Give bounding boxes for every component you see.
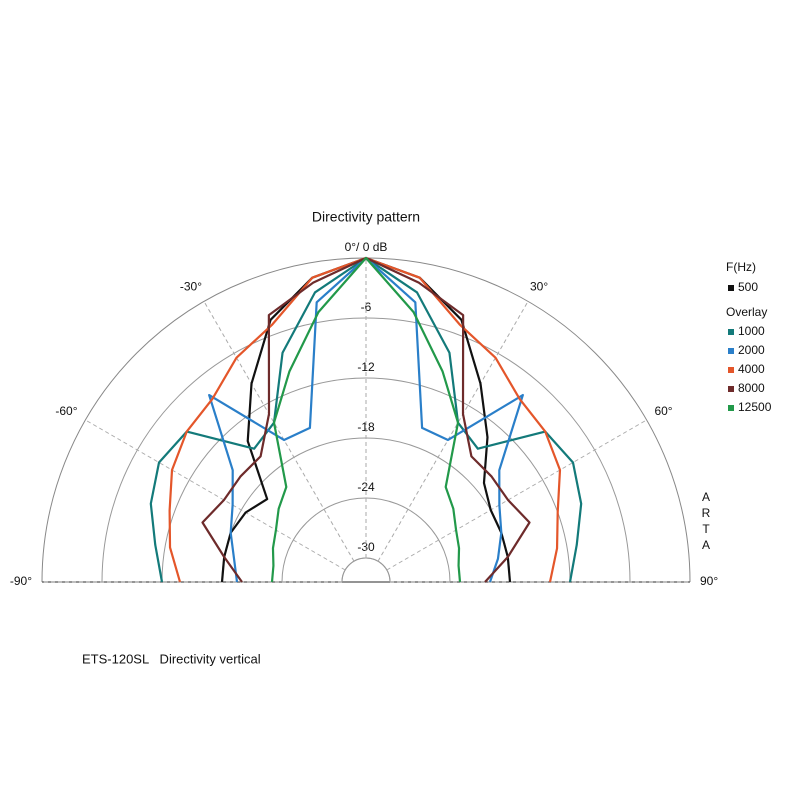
legend-swatch <box>728 405 734 411</box>
angle-tick-label: 30° <box>530 280 548 294</box>
side-label: A <box>702 538 710 552</box>
legend-label: 500 <box>738 280 758 294</box>
caption: ETS-120SL Directivity vertical <box>82 651 261 666</box>
side-label: T <box>702 522 710 536</box>
legend-label: 8000 <box>738 381 765 395</box>
angle-tick-label: 60° <box>654 404 672 418</box>
grid-ring <box>161 377 571 583</box>
legend-swatch <box>728 386 734 392</box>
grid-spoke <box>85 419 346 571</box>
r-tick-label: -6 <box>361 300 372 314</box>
legend-swatch <box>728 348 734 354</box>
grid-spoke <box>386 419 647 571</box>
side-label: R <box>702 506 711 520</box>
legend-label: 1000 <box>738 324 765 338</box>
legend-swatch <box>728 285 734 291</box>
chart-title: Directivity pattern <box>312 209 420 225</box>
angle-tick-label: -60° <box>55 404 77 418</box>
grid-spoke <box>203 301 355 562</box>
legend-label: 4000 <box>738 362 765 376</box>
legend-swatch <box>728 367 734 373</box>
side-label-part: R <box>702 506 711 520</box>
side-label: A <box>702 490 710 504</box>
legend-swatch <box>728 329 734 335</box>
inner-ring <box>341 557 391 583</box>
grid-ring <box>341 557 391 583</box>
r-tick-label: -18 <box>357 420 375 434</box>
side-label-part: T <box>702 522 710 536</box>
angle-tick-label: 90° <box>700 574 718 588</box>
angle-tick-label: -90° <box>10 574 32 588</box>
side-label-part: A <box>702 538 710 552</box>
overlay-label: Overlay <box>726 305 767 319</box>
legend-label: 2000 <box>738 343 765 357</box>
legend-title: F(Hz) <box>726 260 756 274</box>
grid-spoke <box>377 301 529 562</box>
legend-label: 12500 <box>738 400 772 414</box>
angle-tick-label: 0°/ 0 dB <box>345 240 388 254</box>
side-label-part: A <box>702 490 710 504</box>
angle-tick-label: -30° <box>180 280 202 294</box>
series-line <box>270 256 462 583</box>
